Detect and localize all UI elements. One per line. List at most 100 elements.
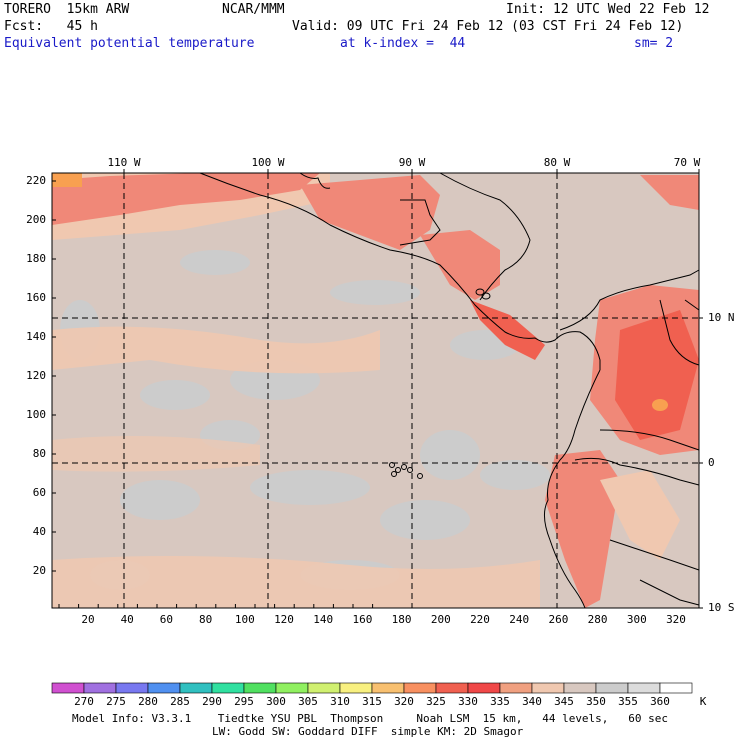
hottest-patch — [652, 399, 668, 411]
island-outline — [407, 467, 413, 473]
colorbar-level-label: 360 — [650, 695, 670, 708]
colorbar-swatch — [563, 682, 597, 694]
top-axis-label: 110 W — [107, 156, 141, 169]
left-axis-label: 200 — [26, 213, 46, 226]
coastline — [574, 457, 700, 486]
hot-region-andes-north — [615, 310, 699, 440]
physics-info-line: LW: Godd SW: Goddard DIFF simple KM: 2D … — [212, 725, 524, 738]
bottom-axis-label: 60 — [159, 613, 174, 626]
warm-band-eq — [52, 436, 260, 472]
colorbar-level-label: 340 — [522, 695, 542, 708]
colorbar-swatch — [627, 682, 661, 694]
colorbar-swatch — [371, 682, 405, 694]
forecast-hour: Fcst: 45 h — [4, 19, 98, 34]
left-axis-label: 20 — [32, 564, 46, 577]
colorbar-swatch — [51, 682, 85, 694]
map-frame — [51, 172, 700, 609]
colorbar-swatch — [659, 682, 693, 694]
left-axis-label: 80 — [32, 447, 46, 460]
colorbar-swatch — [211, 682, 245, 694]
bottom-axis-label: 20 — [81, 613, 95, 626]
hot-region-panama — [470, 300, 545, 360]
bottom-axis-label: 140 — [313, 613, 334, 626]
organization: NCAR/MMM — [222, 2, 285, 17]
bottom-axis-label: 200 — [430, 613, 451, 626]
warm-band-mid — [52, 326, 380, 374]
island-outline — [401, 464, 407, 470]
left-axis-label: 60 — [32, 486, 46, 499]
bottom-axis-label: 180 — [391, 613, 412, 626]
colorbar-level-label: 350 — [586, 695, 606, 708]
bottom-axis-label: 80 — [198, 613, 213, 626]
colorbar-swatch — [83, 682, 117, 694]
lat-lon-grid — [52, 173, 699, 608]
left-axis-label: 100 — [26, 408, 46, 421]
coastline — [399, 199, 441, 246]
island-outline — [391, 471, 397, 477]
bottom-axis-label: 120 — [274, 613, 294, 626]
colorbar-level-label: 290 — [202, 695, 222, 708]
cool-patch — [250, 470, 370, 505]
left-axis-label: 160 — [26, 291, 46, 304]
bottom-axis-label: 300 — [626, 613, 647, 626]
hot-region-mexico-coast — [52, 173, 320, 225]
colorbar-level-label: 355 — [618, 695, 638, 708]
colorbar-level-label: 315 — [362, 695, 382, 708]
warm-region-amazon — [600, 470, 680, 560]
colorbar-swatch — [499, 682, 533, 694]
left-axis-label: 140 — [26, 330, 46, 343]
cool-patch — [480, 460, 550, 490]
hottest-patch — [52, 173, 82, 187]
bottom-axis-label: 260 — [548, 613, 569, 626]
axis-ticks — [52, 169, 703, 609]
colorbar — [51, 682, 693, 694]
bottom-axis-label: 160 — [352, 613, 373, 626]
right-axis-label: 0 — [708, 456, 715, 469]
colorbar-level-label: 275 — [106, 695, 126, 708]
colorbar-swatch — [595, 682, 629, 694]
coastline — [199, 172, 601, 370]
map-field — [52, 173, 699, 608]
init-time: Init: 12 UTC Wed 22 Feb 12 — [506, 2, 710, 17]
left-axis-label: 120 — [26, 369, 46, 382]
coastline — [684, 299, 700, 311]
colorbar-swatch — [147, 682, 181, 694]
bottom-axis-label: 320 — [666, 613, 686, 626]
hot-region-ecuador-peru — [545, 450, 620, 608]
colorbar-swatch — [179, 682, 213, 694]
colorbar-level-label: 330 — [458, 695, 478, 708]
colorbar-level-label: 270 — [74, 695, 94, 708]
island-outline — [417, 473, 423, 479]
top-axis-label: 100 W — [251, 156, 285, 169]
bottom-axis-label: 220 — [470, 613, 490, 626]
right-axis-label: 10 N — [708, 311, 735, 324]
colorbar-level-label: 335 — [490, 695, 510, 708]
coastline — [599, 429, 700, 451]
colorbar-level-label: 325 — [426, 695, 446, 708]
cool-patch — [420, 430, 480, 480]
colorbar-swatch — [243, 682, 277, 694]
coastline — [559, 269, 700, 331]
bottom-axis-label: 280 — [587, 613, 608, 626]
lake-outline — [475, 288, 485, 296]
model-info-line: Model Info: V3.3.1 Tiedtke YSU PBL Thomp… — [72, 712, 669, 725]
cool-patch — [330, 280, 420, 305]
colorbar-swatch — [275, 682, 309, 694]
bottom-axis-label: 240 — [509, 613, 530, 626]
colorbar-level-label: 300 — [266, 695, 286, 708]
left-axis-label: 180 — [26, 252, 46, 265]
cool-patch — [180, 250, 250, 275]
warm-band-south — [52, 556, 540, 608]
coastlines — [199, 172, 700, 609]
lake-outline — [481, 292, 491, 300]
bottom-axis-label: 40 — [120, 613, 134, 626]
cool-patch — [380, 500, 470, 540]
top-axis-label: 70 W — [673, 156, 701, 169]
colorbar-level-label: 310 — [330, 695, 350, 708]
bottom-axis-label: 100 — [234, 613, 255, 626]
colorbar-swatch — [307, 682, 341, 694]
hot-region-caribbean — [640, 175, 699, 210]
coastline — [639, 579, 700, 606]
coastline — [299, 172, 331, 189]
